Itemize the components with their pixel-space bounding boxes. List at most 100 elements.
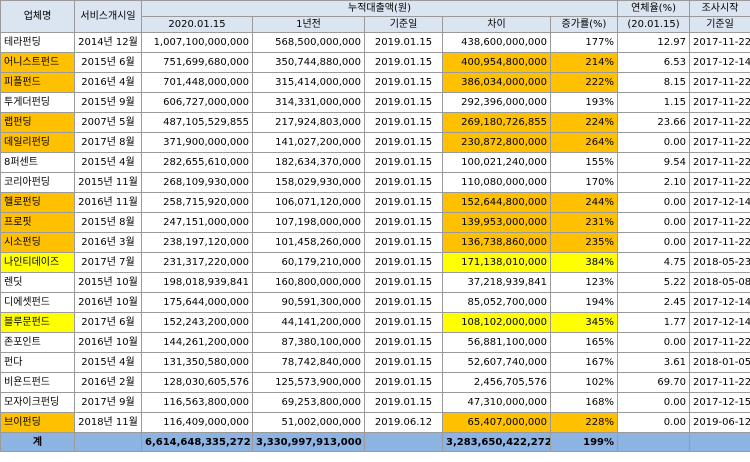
company-name-cell: 브이펀딩	[0, 412, 75, 433]
overdue-rate-cell: 8.15	[617, 72, 691, 93]
base-date-cell: 2019.01.15	[364, 212, 443, 233]
overdue-rate-cell: 69.70	[617, 372, 691, 393]
survey-date-cell: 2017-12-14	[689, 192, 750, 213]
header-survey-start: 조사시작	[689, 0, 750, 17]
loan-2020-cell: 131,350,580,000	[141, 352, 253, 373]
table-row: 8퍼센트 2015년 4월 282,655,610,000 182,634,370,0…	[0, 152, 750, 173]
diff-cell: 171,138,010,000	[442, 252, 551, 273]
company-name-cell: 비욘드펀드	[0, 372, 75, 393]
survey-date-cell: 2017-12-14	[689, 52, 750, 73]
diff-cell: 100,021,240,000	[442, 152, 551, 173]
loan-1y-cell: 107,198,000,000	[252, 212, 365, 233]
loan-2020-cell: 371,900,000,000	[141, 132, 253, 153]
loan-1y-cell: 87,380,100,000	[252, 332, 365, 353]
loan-1y-cell: 78,742,840,000	[252, 352, 365, 373]
survey-date-cell: 2017-11-22	[689, 132, 750, 153]
loan-1y-cell: 101,458,260,000	[252, 232, 365, 253]
overdue-rate-cell: 0.00	[617, 332, 691, 353]
table-row: 존포인트 2016년 10월 144,261,200,000 87,380,100,0…	[0, 332, 750, 353]
loan-1y-cell: 106,071,120,000	[252, 192, 365, 213]
growth-cell: 194%	[549, 292, 619, 313]
base-date-cell: 2019.01.15	[364, 112, 443, 133]
growth-cell: 177%	[549, 32, 619, 53]
diff-cell: 438,600,000,000	[442, 32, 551, 53]
loan-2020-cell: 116,563,800,000	[141, 392, 253, 413]
service-start-cell: 2014년 12월	[74, 32, 142, 53]
survey-date-cell: 2017-11-22	[689, 332, 750, 353]
base-date-cell: 2019.01.15	[364, 372, 443, 393]
service-start-cell: 2017년 8월	[74, 132, 142, 153]
table-row: 블루문펀드 2017년 6월 152,243,200,000 44,141,200,0…	[0, 312, 750, 333]
diff-cell: 292,396,000,000	[442, 92, 551, 113]
growth-cell: 170%	[549, 172, 619, 193]
loan-1y-cell: 69,253,800,000	[252, 392, 365, 413]
service-start-cell: 2016년 4월	[74, 72, 142, 93]
loan-1y-cell: 568,500,000,000	[252, 32, 365, 53]
diff-cell: 400,954,800,000	[442, 52, 551, 73]
growth-cell: 222%	[549, 72, 619, 93]
growth-cell: 231%	[549, 212, 619, 233]
loan-1y-cell: 141,027,200,000	[252, 132, 365, 153]
overdue-rate-cell: 23.66	[617, 112, 691, 133]
base-date-cell: 2019.01.15	[364, 352, 443, 373]
diff-cell: 52,607,740,000	[442, 352, 551, 373]
growth-cell: 155%	[549, 152, 619, 173]
diff-cell: 152,644,800,000	[442, 192, 551, 213]
diff-cell: 85,052,700,000	[442, 292, 551, 313]
table-row: 비욘드펀드 2016년 2월 128,030,605,576 125,573,900,…	[0, 372, 750, 393]
overdue-rate-cell: 12.97	[617, 32, 691, 53]
total-empty	[689, 432, 750, 452]
service-start-cell: 2015년 9월	[74, 92, 142, 113]
company-name-cell: 8퍼센트	[0, 152, 75, 173]
growth-cell: 123%	[549, 272, 619, 293]
company-name-cell: 렌딧	[0, 272, 75, 293]
survey-date-cell: 2017-11-22	[689, 72, 750, 93]
growth-cell: 167%	[549, 352, 619, 373]
base-date-cell: 2019.01.15	[364, 192, 443, 213]
table-row: 렌딧 2015년 10월 198,018,939,841 160,800,000,00…	[0, 272, 750, 293]
service-start-cell: 2016년 3월	[74, 232, 142, 253]
loan-1y-cell: 158,029,930,000	[252, 172, 365, 193]
growth-cell: 264%	[549, 132, 619, 153]
loan-1y-cell: 125,573,900,000	[252, 372, 365, 393]
loan-2020-cell: 1,007,100,000,000	[141, 32, 253, 53]
service-start-cell: 2007년 5월	[74, 112, 142, 133]
service-start-cell: 2016년 11월	[74, 192, 142, 213]
total-row: 계 6,614,648,335,272 3,330,997,913,000 3,…	[0, 432, 750, 452]
overdue-rate-cell: 3.61	[617, 352, 691, 373]
table-row: 나인티데이즈 2017년 7월 231,317,220,000 60,179,210,…	[0, 252, 750, 273]
base-date-cell: 2019.01.15	[364, 332, 443, 353]
header-cumulative-loans: 누적대출액(원)	[140, 0, 619, 17]
overdue-rate-cell: 0.00	[617, 212, 691, 233]
table-row: 테라펀딩 2014년 12월 1,007,100,000,000 568,500,00…	[0, 32, 750, 53]
diff-cell: 269,180,726,855	[442, 112, 551, 133]
service-start-cell: 2015년 10월	[74, 272, 142, 293]
service-start-cell: 2015년 4월	[74, 352, 142, 373]
service-start-cell: 2016년 10월	[74, 332, 142, 353]
header-company: 업체명	[0, 0, 75, 33]
header-diff: 차이	[442, 16, 551, 33]
loan-2020-cell: 116,409,000,000	[141, 412, 253, 433]
company-name-cell: 존포인트	[0, 332, 75, 353]
base-date-cell: 2019.01.15	[364, 152, 443, 173]
overdue-rate-cell: 5.22	[617, 272, 691, 293]
loan-2020-cell: 247,151,000,000	[141, 212, 253, 233]
table-row: 디에셋펀드 2016년 10월 175,644,000,000 90,591,300,…	[0, 292, 750, 313]
survey-date-cell: 2018-05-23	[689, 252, 750, 273]
base-date-cell: 2019.01.15	[364, 32, 443, 53]
loan-2020-cell: 238,197,120,000	[141, 232, 253, 253]
survey-date-cell: 2018-05-08	[689, 272, 750, 293]
overdue-rate-cell: 1.15	[617, 92, 691, 113]
header-growth: 증가률(%)	[549, 16, 619, 33]
loan-1y-cell: 314,331,000,000	[252, 92, 365, 113]
base-date-cell: 2019.01.15	[364, 132, 443, 153]
survey-date-cell: 2017-11-22	[689, 212, 750, 233]
loan-1y-cell: 160,800,000,000	[252, 272, 365, 293]
total-diff: 3,283,650,422,272	[442, 432, 551, 452]
growth-cell: 345%	[549, 312, 619, 333]
base-date-cell: 2019.01.15	[364, 392, 443, 413]
base-date-cell: 2019.01.15	[364, 252, 443, 273]
table-row: 시소펀딩 2016년 3월 238,197,120,000 101,458,260,0…	[0, 232, 750, 253]
p2p-lending-table: 업체명 서비스개시일 누적대출액(원) 연체율(%) 조사시작 2020.01.…	[0, 0, 750, 452]
survey-date-cell: 2017-11-22	[689, 152, 750, 173]
